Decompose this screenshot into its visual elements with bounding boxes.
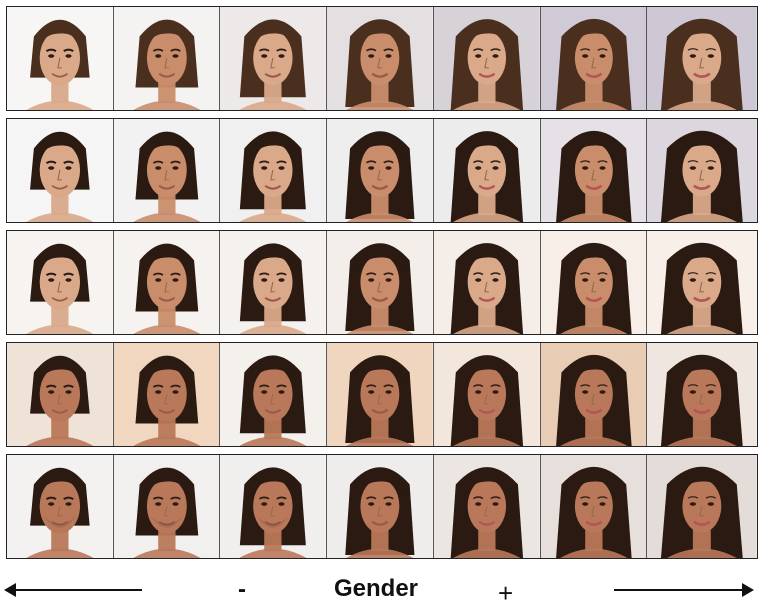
face-portrait	[433, 343, 541, 446]
face-portrait	[220, 455, 328, 558]
face-portrait	[433, 231, 541, 334]
face-portrait	[540, 231, 648, 334]
face-portrait	[220, 343, 328, 446]
face-row	[6, 118, 758, 223]
face-portrait	[647, 343, 758, 446]
gender-label: Gender	[334, 575, 419, 602]
face-portrait	[433, 455, 541, 558]
face-portrait	[220, 119, 328, 222]
face-portrait	[7, 7, 114, 110]
face-portrait	[327, 343, 434, 446]
minus-sign: -	[238, 576, 246, 603]
gender-axis-caption: - Gender +	[0, 572, 764, 608]
face-portrait	[647, 455, 758, 558]
face-portrait	[220, 231, 328, 334]
face-row	[6, 342, 758, 447]
face-portrait	[433, 7, 541, 110]
face-portrait	[220, 7, 328, 110]
face-portrait	[647, 119, 758, 222]
face-portrait	[327, 231, 434, 334]
face-portrait	[647, 7, 758, 110]
face-row	[6, 454, 758, 559]
face-portrait	[647, 231, 758, 334]
face-portrait	[540, 7, 648, 110]
face-portrait	[327, 7, 434, 110]
face-row	[6, 6, 758, 111]
face-portrait	[327, 119, 434, 222]
face-portrait	[7, 455, 114, 558]
face-portrait	[327, 455, 434, 558]
face-portrait	[113, 343, 221, 446]
face-portrait	[540, 343, 648, 446]
face-portrait	[433, 119, 541, 222]
left-arrow-icon	[4, 583, 142, 597]
face-portrait	[7, 119, 114, 222]
plus-sign: +	[498, 578, 514, 608]
face-portrait	[540, 455, 648, 558]
face-portrait	[7, 231, 114, 334]
face-portrait	[113, 455, 221, 558]
right-arrow-icon	[614, 583, 754, 597]
face-row	[6, 230, 758, 335]
face-portrait	[7, 343, 114, 446]
face-portrait	[540, 119, 648, 222]
face-portrait	[113, 119, 221, 222]
face-portrait	[113, 231, 221, 334]
face-grid	[6, 6, 758, 566]
face-portrait	[113, 7, 221, 110]
